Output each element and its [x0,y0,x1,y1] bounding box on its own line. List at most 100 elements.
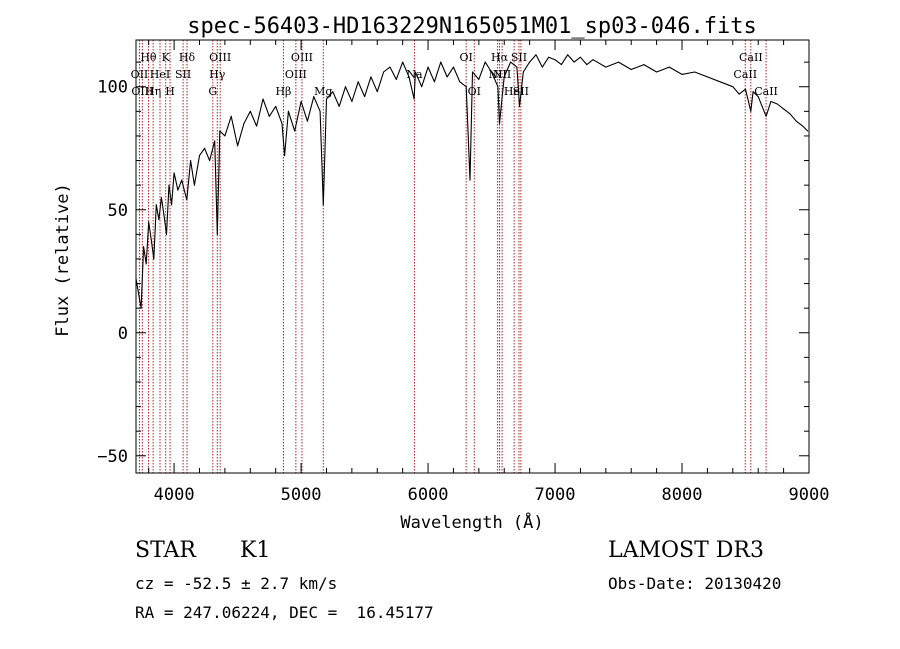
data-point [807,130,809,132]
data-point [630,69,632,70]
data-point [256,125,258,127]
y-tick-label: 0 [118,324,128,344]
data-point [145,263,147,265]
data-point [166,233,167,235]
y-tick-label: 100 [97,78,128,98]
plot-frame [135,39,810,474]
data-point [750,110,752,112]
marker-label-20: Hα [491,51,509,64]
data-point [656,71,658,73]
marker-label-18: OI [468,85,481,98]
data-point [752,91,754,93]
marker-label-25: CaII [733,68,757,81]
x-tick-label: 5000 [281,485,322,505]
x-tick-label: 6000 [408,485,449,505]
data-point [643,64,645,66]
data-point [171,204,173,206]
spectrum-series-0 [135,54,809,309]
data-point [364,96,366,98]
data-point [326,98,327,100]
data-point [757,96,759,98]
data-point [143,246,145,248]
data-point [300,101,302,102]
data-point [219,130,221,132]
data-point [216,233,218,235]
x-tick-label: 8000 [662,485,703,505]
data-point [522,71,524,73]
data-point [199,155,200,157]
data-point [237,145,239,147]
data-point [554,59,556,61]
data-point [738,93,740,95]
data-point [163,214,165,216]
data-point [158,219,160,221]
x-axis-label: Wavelength (Å) [400,511,543,533]
data-point [605,66,607,68]
data-point [284,155,286,157]
data-point [209,160,211,162]
marker-label-9: G [208,85,217,98]
data-point [529,61,531,63]
marker-label-21: NII [493,68,511,81]
data-point [243,123,245,125]
data-point [402,61,404,63]
data-point [338,105,340,107]
data-point [706,76,708,78]
data-point [535,54,537,56]
data-point [783,108,785,110]
survey-name: LAMOST DR3 [608,538,764,563]
marker-label-23: SII [511,51,527,64]
data-point [516,66,518,68]
data-point [499,123,500,125]
marker-label-19: NII [488,68,506,81]
data-point [745,88,746,90]
y-tick-label: −50 [97,447,128,467]
data-point [497,86,499,88]
marker-label-4: HeI [150,68,170,81]
object-class: STAR [135,538,196,563]
marker-label-13: OIII [285,68,307,81]
object-subclass: K1 [240,538,271,563]
data-point [618,61,619,63]
data-point [332,91,334,93]
y-axis: −50 0 50 100 [97,61,809,467]
marker-label-14: OIII [291,51,313,64]
data-point [478,78,480,80]
data-point [681,73,683,75]
data-point [484,61,486,63]
marker-label-11: OIII [209,51,231,64]
observation-date: Obs-Date: 20130420 [608,574,782,593]
data-point [148,221,150,223]
data-point [408,76,410,78]
data-point [193,184,195,186]
data-point [573,61,575,63]
data-point [357,81,359,83]
marker-label-16: Na [406,68,423,81]
data-point [395,78,397,80]
data-point [294,130,296,132]
marker-label-1: OIII [131,85,153,98]
data-point [370,76,372,78]
data-point [204,147,206,149]
redshift-readout: cz = -52.5 ± 2.7 km/s [135,574,338,593]
marker-label-6: H [165,85,175,98]
data-point [802,125,804,127]
data-point [319,110,321,112]
series-group [135,54,809,309]
data-point [440,61,442,63]
data-point [173,172,175,174]
data-point [465,86,467,88]
data-point [491,71,492,73]
marker-label-10: Hγ [209,68,226,81]
data-point [287,110,289,112]
x-axis: 4000 5000 6000 7000 8000 9000 [148,40,829,505]
data-point [268,115,270,117]
data-point [433,81,435,83]
chart-title: spec-56403-HD163229N165051M01_sp03-046.f… [187,14,757,39]
y-axis-label: Flux (relative) [53,183,73,337]
data-point [427,66,429,68]
data-point [548,56,550,58]
data-point [224,135,226,137]
marker-label-12: Hβ [275,85,291,98]
